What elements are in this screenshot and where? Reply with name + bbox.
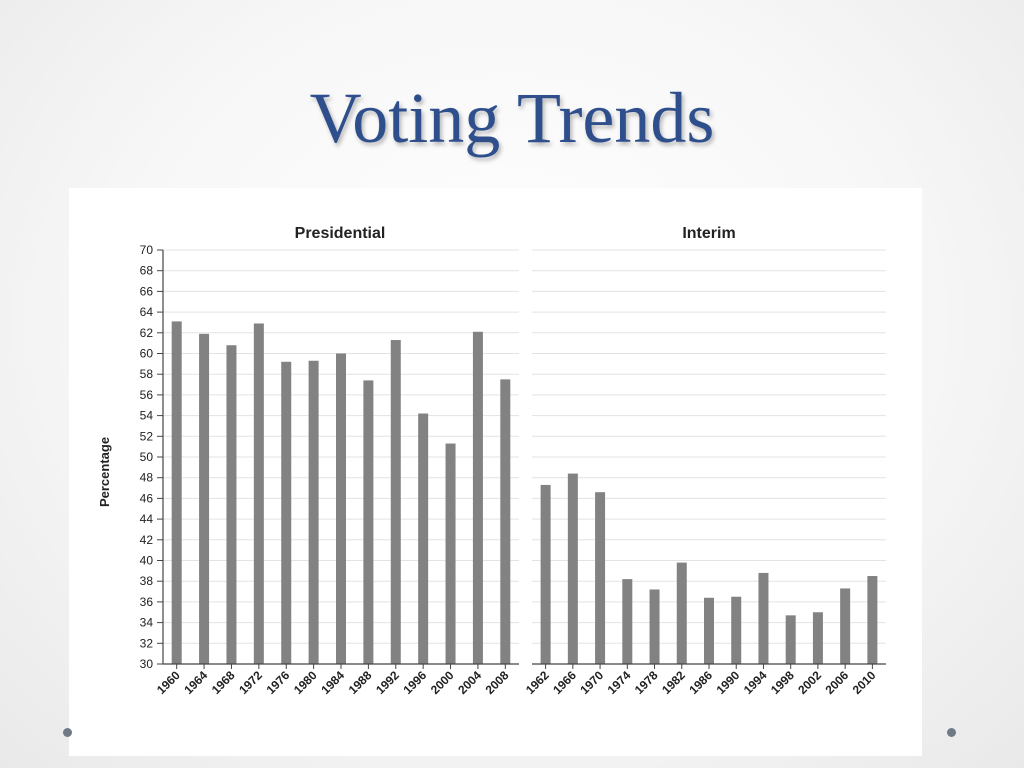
- x-tick-label-2002: 2002: [795, 668, 824, 697]
- y-tick-label: 36: [140, 595, 154, 609]
- chart-panel: Presidential Interim Percentage 30 32 34 36…: [69, 188, 922, 756]
- interim-chart-title: Interim: [682, 225, 735, 242]
- x-tick-label-1992: 1992: [373, 668, 402, 697]
- y-tick-label: 52: [140, 429, 154, 443]
- bar-1964: [199, 333, 210, 664]
- y-tick-label: 68: [140, 264, 154, 278]
- slide-decoration-dot-right: [947, 728, 956, 737]
- bar-1982: [676, 562, 687, 664]
- y-tick-label: 30: [140, 657, 154, 671]
- x-tick-label-1962: 1962: [523, 668, 552, 697]
- y-tick-label: 46: [140, 491, 154, 505]
- x-tick-label-1966: 1966: [550, 668, 579, 697]
- bar-1984: [336, 353, 346, 664]
- bar-1990: [731, 596, 742, 664]
- y-tick-label: 32: [140, 636, 154, 650]
- grid-lines: [163, 249, 886, 665]
- x-tick-label-1974: 1974: [605, 668, 634, 697]
- x-tick-label-1988: 1988: [346, 668, 375, 697]
- y-tick-label: 38: [140, 574, 154, 588]
- x-tick-label-1982: 1982: [659, 668, 688, 697]
- x-tick-label-1996: 1996: [400, 668, 429, 697]
- x-tick-label-1998: 1998: [768, 668, 797, 697]
- y-tick-label: 48: [140, 471, 154, 485]
- x-tick-label-1990: 1990: [714, 668, 743, 697]
- y-tick-label: 58: [140, 367, 154, 381]
- y-tick-label: 62: [140, 326, 154, 340]
- bar-1970: [595, 492, 606, 664]
- x-tick-label-1968: 1968: [209, 668, 238, 697]
- y-tick-label: 64: [140, 305, 154, 319]
- bar-1962: [540, 484, 551, 664]
- y-tick-label: 66: [140, 284, 154, 298]
- bar-1974: [622, 579, 633, 664]
- bar-1976: [281, 361, 292, 664]
- y-tick-label: 50: [140, 450, 154, 464]
- bar-2006: [840, 588, 851, 664]
- bars: [171, 321, 878, 664]
- slide-decoration-dot-left: [63, 728, 72, 737]
- bar-1980: [308, 360, 319, 664]
- x-tick-label-2004: 2004: [455, 668, 484, 697]
- x-tick-label-2000: 2000: [428, 668, 457, 697]
- y-tick-label: 44: [140, 512, 154, 526]
- x-tick-label-1986: 1986: [686, 668, 715, 697]
- y-axis-label: Percentage: [97, 437, 112, 507]
- x-tick-label-1960: 1960: [154, 668, 183, 697]
- x-tick-label-1976: 1976: [264, 668, 293, 697]
- bar-2004: [472, 331, 483, 664]
- x-tick-label-2006: 2006: [822, 668, 851, 697]
- y-tick-label: 34: [140, 616, 154, 630]
- bar-1960: [171, 321, 182, 664]
- bar-1994: [758, 572, 769, 664]
- bar-1986: [704, 597, 714, 664]
- y-tick-label: 40: [140, 554, 154, 568]
- y-tick-label: 42: [140, 533, 154, 547]
- x-tick-label-1978: 1978: [632, 668, 661, 697]
- x-tick-label-1970: 1970: [577, 668, 606, 697]
- presidential-chart-title: Presidential: [295, 225, 386, 242]
- bar-2002: [812, 612, 823, 664]
- bar-1996: [418, 413, 429, 664]
- x-tick-label-1980: 1980: [291, 668, 320, 697]
- bar-1978: [649, 589, 660, 664]
- bar-2008: [500, 379, 511, 664]
- x-tick-label-1994: 1994: [741, 668, 770, 697]
- bar-1988: [363, 380, 374, 664]
- x-tick-label-1972: 1972: [236, 668, 265, 697]
- bar-2010: [867, 576, 878, 664]
- x-tick-label-1984: 1984: [318, 668, 347, 697]
- voting-trends-chart: Presidential Interim Percentage 30 32 34 36…: [97, 225, 886, 697]
- bar-1992: [390, 340, 401, 664]
- axes: [157, 249, 886, 669]
- y-tick-label: 54: [140, 409, 154, 423]
- bar-1968: [226, 345, 237, 664]
- bar-1966: [567, 473, 578, 664]
- x-tick-label-1964: 1964: [181, 668, 210, 697]
- slide-title: Voting Trends: [309, 78, 715, 158]
- y-tick-label: 60: [140, 347, 154, 361]
- bar-1998: [785, 615, 796, 664]
- x-tick-label-2008: 2008: [483, 668, 512, 697]
- y-tick-label: 70: [140, 243, 154, 257]
- bar-2000: [445, 443, 456, 664]
- x-tick-label-2010: 2010: [850, 668, 879, 697]
- bar-1972: [253, 323, 264, 664]
- y-tick-label: 56: [140, 388, 154, 402]
